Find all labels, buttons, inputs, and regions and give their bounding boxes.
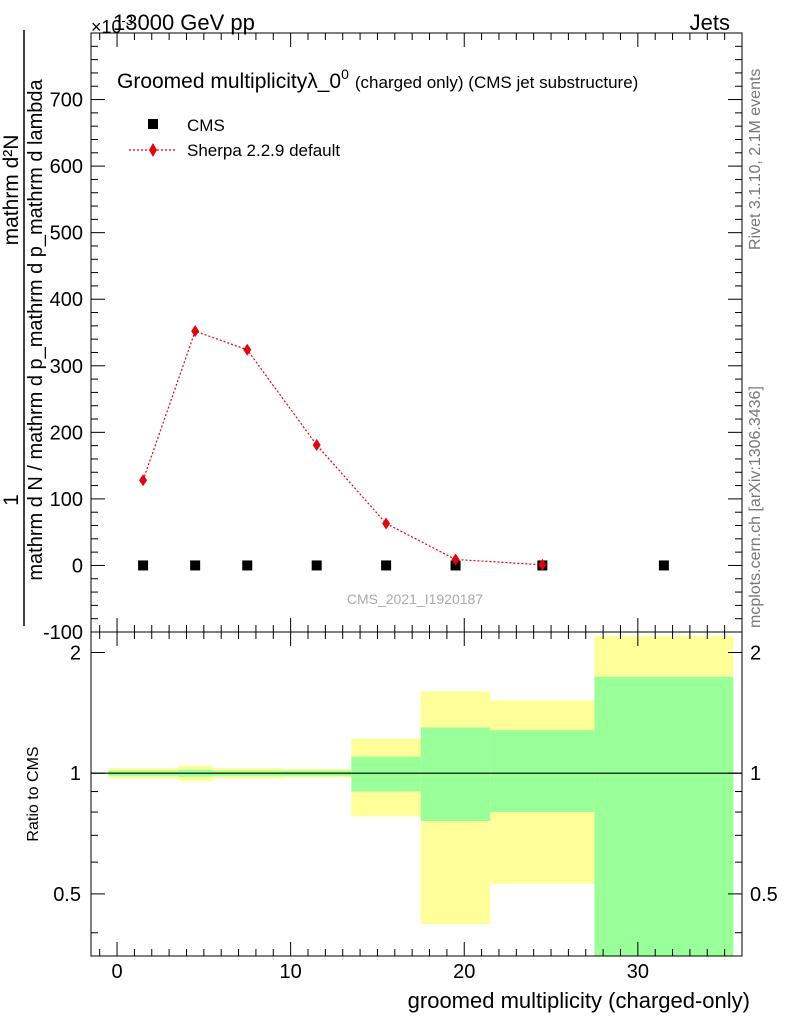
y-exponent: ×10-3 xyxy=(91,13,133,37)
cms-data-point xyxy=(190,560,201,571)
main-series xyxy=(138,325,669,571)
ratio-y-tick-label-right: 1 xyxy=(750,763,761,785)
sherpa-data-point xyxy=(382,517,391,530)
ratio-band-green xyxy=(490,730,595,813)
sherpa-data-point xyxy=(312,438,321,451)
ratio-band-green xyxy=(594,676,734,956)
x-tick-label: 10 xyxy=(280,961,302,983)
legend-sherpa-marker xyxy=(149,143,157,157)
x-tick-label: 20 xyxy=(453,961,475,983)
mcplots-reference-label: mcplots.cern.ch [arXiv:1306.3436] xyxy=(747,386,764,628)
main-x-ticks xyxy=(99,33,726,632)
legend: CMS Sherpa 2.2.9 default xyxy=(129,116,340,160)
x-axis-title: groomed multiplicity (charged-only) xyxy=(408,988,750,1013)
ratio-y-tick-label-right: 2 xyxy=(750,643,761,665)
sherpa-data-point xyxy=(538,558,547,571)
main-y-tick-label: 0 xyxy=(72,555,83,577)
cms-data-point xyxy=(242,560,253,571)
cms-data-point xyxy=(138,560,149,571)
ratio-y-tick-label: 0.5 xyxy=(53,884,81,906)
header-process: Jets xyxy=(690,10,730,35)
ratio-y-tick-label-right: 0.5 xyxy=(750,884,778,906)
main-y-tick-label: 700 xyxy=(50,90,83,112)
ratio-bands xyxy=(108,635,734,956)
cms-data-point xyxy=(311,560,322,571)
sherpa-series-line xyxy=(142,330,543,566)
sherpa-data-point xyxy=(451,553,460,566)
main-y-tick-label: 500 xyxy=(50,223,83,245)
main-y-tick-label: 200 xyxy=(50,422,83,444)
x-tick-label: 30 xyxy=(627,961,649,983)
sherpa-data-point xyxy=(139,474,148,487)
ratio-band-green xyxy=(351,756,421,792)
analysis-watermark: CMS_2021_I1920187 xyxy=(347,591,483,607)
y-label-numerator: 1 xyxy=(0,494,23,506)
sherpa-data-point xyxy=(191,325,200,338)
main-y-tick-label: -100 xyxy=(43,622,83,644)
ratio-panel: 0.5 0.5 1 1 2 2 0 10 20 30 Ratio to CMS groomed … xyxy=(25,631,778,1013)
legend-cms-label: CMS xyxy=(187,116,225,135)
ratio-band-green xyxy=(420,727,491,821)
cms-data-point xyxy=(381,560,392,571)
y-label-top: mathrm d²N xyxy=(0,135,23,246)
main-y-tick-label: 400 xyxy=(50,289,83,311)
ratio-plot-frame xyxy=(90,631,743,957)
legend-cms-marker xyxy=(148,119,158,129)
header-energy: 13000 GeV pp xyxy=(113,10,255,35)
rivet-version-label: Rivet 3.1.10, 2.1M events xyxy=(747,69,764,250)
main-y-axis-title: 1 mathrm d N / mathrm d p_mathrm d p_mat… xyxy=(0,30,47,626)
main-y-tick-label: 100 xyxy=(50,489,83,511)
main-y-tick-label: 300 xyxy=(50,356,83,378)
cms-data-point xyxy=(658,560,669,571)
y-label-denominator: mathrm d N / mathrm d p_mathrm d p_mathr… xyxy=(25,78,47,580)
main-y-tick-label: 600 xyxy=(50,156,83,178)
ratio-y-tick-label: 2 xyxy=(70,643,81,665)
legend-sherpa-label: Sherpa 2.2.9 default xyxy=(187,141,340,160)
plot-title: Groomed multiplicityλ_00 (charged only) (… xyxy=(117,66,638,93)
main-panel: -100 0 100 200 300 400 500 600 700 Groomed multi… xyxy=(0,30,743,644)
ratio-x-axis: 0 10 20 30 xyxy=(99,632,726,983)
sherpa-data-point xyxy=(243,343,252,356)
ratio-y-axis-title: Ratio to CMS xyxy=(25,746,42,841)
main-y-axis: -100 0 100 200 300 400 500 600 700 xyxy=(43,45,742,644)
ratio-y-tick-label: 1 xyxy=(70,763,81,785)
x-tick-label: 0 xyxy=(111,961,122,983)
